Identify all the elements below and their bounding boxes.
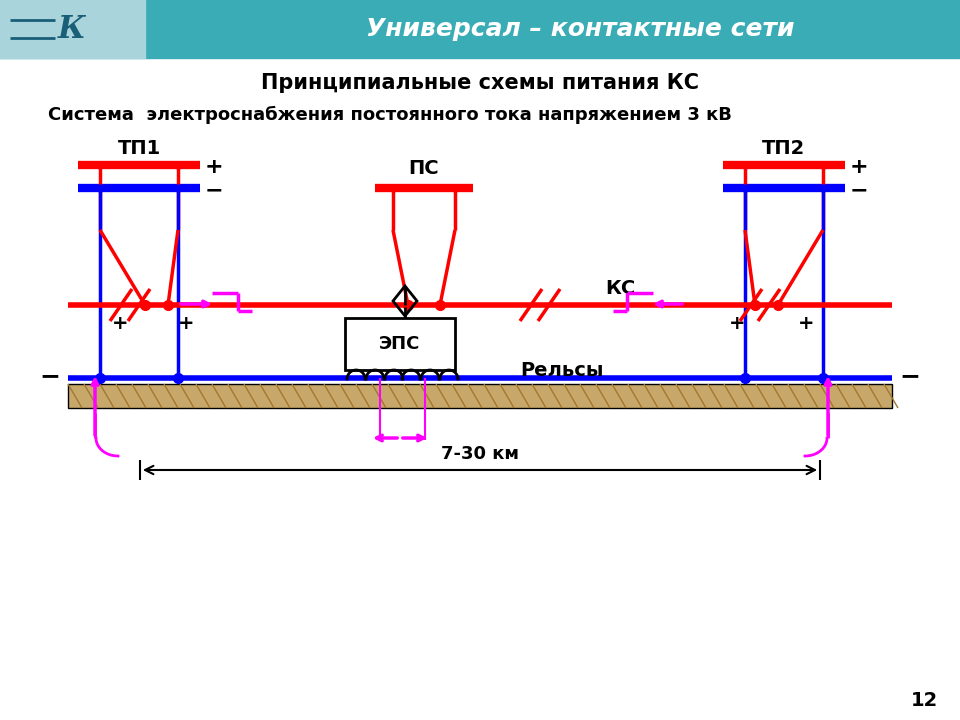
Text: 7-30 км: 7-30 км: [441, 445, 519, 463]
Bar: [0, 0, 960, 58]
Text: ТП2: ТП2: [762, 138, 805, 158]
Text: ТП1: ТП1: [117, 138, 160, 158]
Text: +: +: [178, 314, 194, 333]
Text: −: −: [900, 364, 921, 388]
Text: ПС: ПС: [409, 158, 440, 178]
Text: −: −: [850, 180, 869, 200]
Text: +: +: [729, 314, 745, 333]
Text: 12: 12: [911, 690, 938, 709]
Text: К: К: [59, 14, 85, 45]
Text: −: −: [205, 180, 224, 200]
Text: Универсал – контактные сети: Универсал – контактные сети: [366, 17, 794, 41]
Text: −: −: [39, 364, 60, 388]
Text: Рельсы: Рельсы: [520, 361, 604, 379]
Text: ЭПС: ЭПС: [379, 335, 420, 353]
Text: +: +: [798, 314, 814, 333]
Text: +: +: [205, 157, 224, 177]
Bar: [0, 0, 145, 58]
Text: КС: КС: [605, 279, 636, 297]
Text: Система  электроснабжения постоянного тока напряжением 3 кВ: Система электроснабжения постоянного ток…: [48, 106, 732, 124]
Bar: [345, 318, 455, 370]
Text: +: +: [111, 314, 129, 333]
Text: Принципиальные схемы питания КС: Принципиальные схемы питания КС: [261, 73, 699, 93]
Bar: [68, 384, 892, 408]
Text: +: +: [850, 157, 869, 177]
